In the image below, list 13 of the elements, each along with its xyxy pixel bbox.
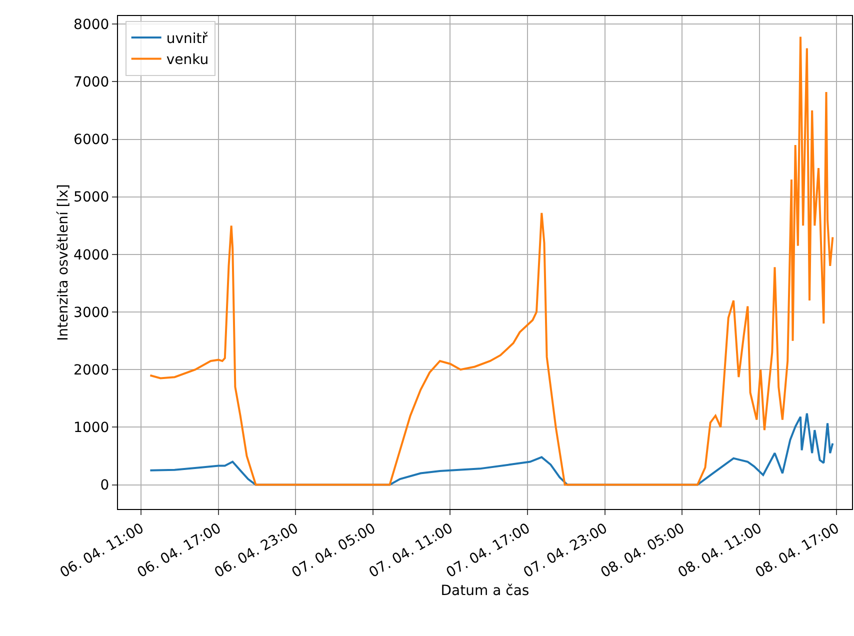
y-tick-label: 2000 [74, 362, 110, 379]
y-tick-label: 4000 [74, 247, 110, 264]
y-tick-label: 7000 [74, 74, 110, 91]
y-tick-label: 3000 [74, 304, 110, 321]
y-tick-label: 6000 [74, 132, 110, 148]
legend-label: uvnitř [166, 30, 208, 47]
y-tick-label: 1000 [74, 420, 110, 436]
x-axis-title: Datum a čas [440, 583, 530, 600]
y-tick-label: 0 [100, 478, 110, 494]
y-tick-label: 5000 [74, 190, 110, 206]
y-axis-title: Intenzita osvětlení [lx] [56, 184, 72, 341]
y-tick-label: 8000 [74, 16, 110, 33]
legend-label: venku [166, 52, 209, 68]
